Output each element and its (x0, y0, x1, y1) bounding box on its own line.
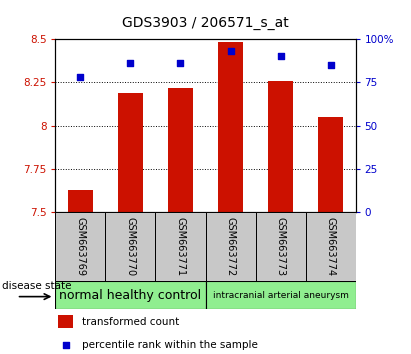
Bar (305, 212, 356, 281)
Text: GSM663769: GSM663769 (76, 217, 85, 276)
Point (77, 74, 84, 80)
Point (277, 53, 284, 59)
Point (127, 61, 134, 66)
Bar (68, 190, 93, 212)
Text: normal healthy control: normal healthy control (60, 289, 201, 302)
Bar (58, 315, 74, 329)
Text: transformed count: transformed count (83, 317, 180, 327)
Bar (206, 212, 256, 281)
Bar (55, 212, 106, 281)
Text: disease state: disease state (2, 281, 72, 291)
Bar (155, 212, 206, 281)
Point (227, 48, 234, 54)
Bar (218, 42, 243, 212)
Point (327, 62, 334, 68)
Text: GSM663770: GSM663770 (125, 217, 136, 276)
Point (63, 342, 69, 348)
Bar (318, 117, 343, 212)
Bar (106, 212, 155, 281)
Text: GDS3903 / 206571_s_at: GDS3903 / 206571_s_at (122, 16, 289, 30)
Bar (168, 87, 193, 212)
Bar (268, 81, 293, 212)
Bar (206, 281, 356, 309)
Text: GSM663774: GSM663774 (326, 217, 335, 276)
Text: GSM663773: GSM663773 (275, 217, 286, 276)
Text: GSM663771: GSM663771 (175, 217, 185, 276)
Bar (118, 93, 143, 212)
Text: GSM663772: GSM663772 (226, 217, 236, 276)
Text: percentile rank within the sample: percentile rank within the sample (83, 340, 259, 350)
Point (177, 61, 184, 66)
Bar (256, 212, 305, 281)
Bar (55, 281, 206, 309)
Text: intracranial arterial aneurysm: intracranial arterial aneurysm (212, 291, 349, 300)
